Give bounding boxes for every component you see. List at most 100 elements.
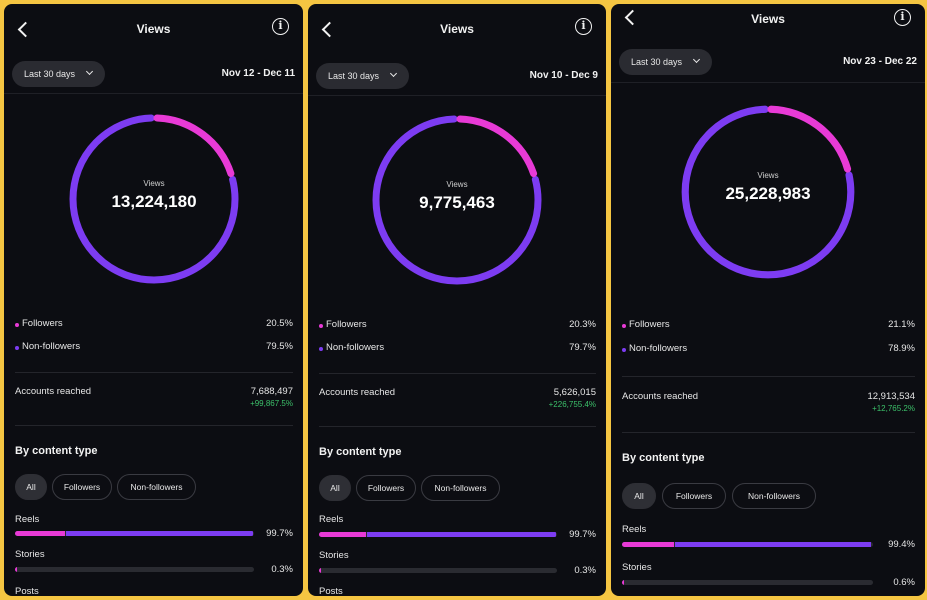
content-type-label: Stories [15, 549, 45, 560]
date-range-dropdown[interactable]: Last 30 days [316, 63, 410, 89]
accounts-reached-value: 7,688,497 [250, 386, 293, 397]
views-total: 13,224,180 [111, 192, 197, 211]
non-followers-label: Non-followers [22, 341, 81, 352]
filter-non-followers[interactable]: Non-followers [421, 475, 500, 501]
section-title: By content type [15, 445, 98, 457]
section-title: By content type [622, 452, 705, 464]
content-type-label: Posts [319, 586, 343, 596]
legend-followers: Followers 20.5% [15, 318, 293, 332]
donut-label: Views [446, 180, 468, 189]
date-range-dropdown[interactable]: Last 30 days [12, 61, 106, 87]
range-row: Last 30 days Nov 10 - Dec 9 [308, 63, 606, 89]
non-followers-pct: 79.7% [569, 342, 596, 353]
content-bar-non-followers [15, 567, 17, 572]
filter-followers[interactable]: Followers [52, 474, 112, 500]
content-bar-followers [622, 542, 675, 547]
donut-followers-arc [372, 115, 542, 285]
legend-followers: Followers 21.1% [622, 319, 915, 333]
info-icon[interactable]: i [894, 9, 911, 26]
range-row: Last 30 days Nov 12 - Dec 11 [4, 61, 303, 87]
filter-all[interactable]: All [622, 483, 656, 509]
date-range-text: Nov 12 - Dec 11 [221, 68, 295, 79]
content-type-bar [319, 568, 557, 573]
accounts-reached: Accounts reached 7,688,497 +99,867.5% [15, 386, 293, 416]
content-type-pct: 99.7% [266, 528, 293, 539]
divider [622, 376, 915, 377]
info-icon[interactable]: i [272, 18, 289, 35]
chevron-down-icon [693, 55, 701, 64]
followers-label: Followers [22, 318, 63, 329]
non-followers-pct: 79.5% [266, 341, 293, 352]
non-followers-pct: 78.9% [888, 343, 915, 354]
accounts-reached-value: 12,913,534 [867, 391, 915, 402]
content-type-label: Stories [622, 562, 652, 573]
non-followers-label: Non-followers [326, 342, 385, 353]
content-bar-followers [319, 532, 367, 537]
content-type-bar [622, 542, 873, 547]
date-range-label: Last 30 days [24, 69, 76, 79]
divider [15, 372, 293, 373]
content-type-label: Stories [319, 550, 349, 561]
donut-followers-arc [69, 114, 239, 284]
chevron-down-icon [86, 67, 94, 76]
legend-followers: Followers 20.3% [319, 319, 596, 333]
non-followers-label: Non-followers [629, 343, 688, 354]
legend-non-followers: Non-followers 79.7% [319, 342, 596, 356]
filter-followers[interactable]: Followers [662, 483, 726, 509]
donut-svg [69, 114, 239, 284]
content-filter-chips: All Followers Non-followers [622, 483, 832, 509]
accounts-reached-label: Accounts reached [319, 387, 396, 398]
header: Views i [611, 4, 925, 32]
filter-non-followers[interactable]: Non-followers [732, 483, 816, 509]
insights-panel-3: Views i Last 30 days Nov 23 - Dec 22 Vie… [611, 4, 925, 596]
content-type-label: Reels [15, 514, 40, 525]
non-followers-dot [622, 348, 626, 352]
accounts-reached-value: 5,626,015 [553, 387, 596, 398]
insights-panel-1: Views i Last 30 days Nov 12 - Dec 11 Vie… [4, 4, 303, 596]
date-range-label: Last 30 days [631, 57, 683, 67]
content-type-bar [15, 531, 254, 536]
content-type-bar [622, 580, 873, 585]
accounts-reached-label: Accounts reached [15, 386, 92, 397]
filter-all[interactable]: All [319, 475, 351, 501]
page-title: Views [751, 12, 785, 26]
divider [622, 432, 915, 433]
content-type-bar [15, 567, 254, 572]
accounts-reached-change: +12,765.2% [872, 404, 915, 413]
content-filter-chips: All Followers Non-followers [15, 474, 205, 500]
filter-all[interactable]: All [15, 474, 47, 500]
followers-dot [15, 323, 19, 327]
content-type-pct: 0.3% [574, 565, 596, 576]
views-total: 25,228,983 [725, 184, 811, 203]
filter-followers[interactable]: Followers [356, 475, 416, 501]
legend-non-followers: Non-followers 78.9% [622, 343, 915, 357]
content-type-bar [319, 532, 557, 537]
insights-panel-2: Views i Last 30 days Nov 10 - Dec 9 View… [308, 4, 606, 596]
followers-pct: 21.1% [888, 319, 915, 330]
content-type-pct: 0.3% [271, 564, 293, 575]
accounts-reached-label: Accounts reached [622, 391, 699, 402]
date-range-text: Nov 10 - Dec 9 [529, 70, 598, 81]
range-row: Last 30 days Nov 23 - Dec 22 [611, 49, 925, 75]
content-bar-non-followers [622, 580, 624, 585]
content-bar-followers [15, 531, 66, 536]
divider [308, 95, 606, 96]
donut-svg [372, 115, 542, 285]
accounts-reached-change: +226,755.4% [548, 400, 596, 409]
non-followers-dot [319, 347, 323, 351]
date-range-dropdown[interactable]: Last 30 days [619, 49, 713, 75]
accounts-reached: Accounts reached 12,913,534 +12,765.2% [622, 391, 915, 421]
followers-dot [319, 324, 323, 328]
content-type-pct: 99.4% [888, 539, 915, 550]
section-title: By content type [319, 446, 402, 458]
content-bar-non-followers [675, 542, 872, 547]
info-icon[interactable]: i [575, 18, 592, 35]
content-bar-non-followers [319, 568, 321, 573]
content-type-pct: 99.7% [569, 529, 596, 540]
followers-pct: 20.5% [266, 318, 293, 329]
views-total: 9,775,463 [419, 193, 495, 212]
filter-non-followers[interactable]: Non-followers [117, 474, 196, 500]
content-type-label: Posts [15, 586, 39, 596]
donut-svg [681, 105, 855, 279]
content-type-pct: 0.6% [893, 577, 915, 588]
